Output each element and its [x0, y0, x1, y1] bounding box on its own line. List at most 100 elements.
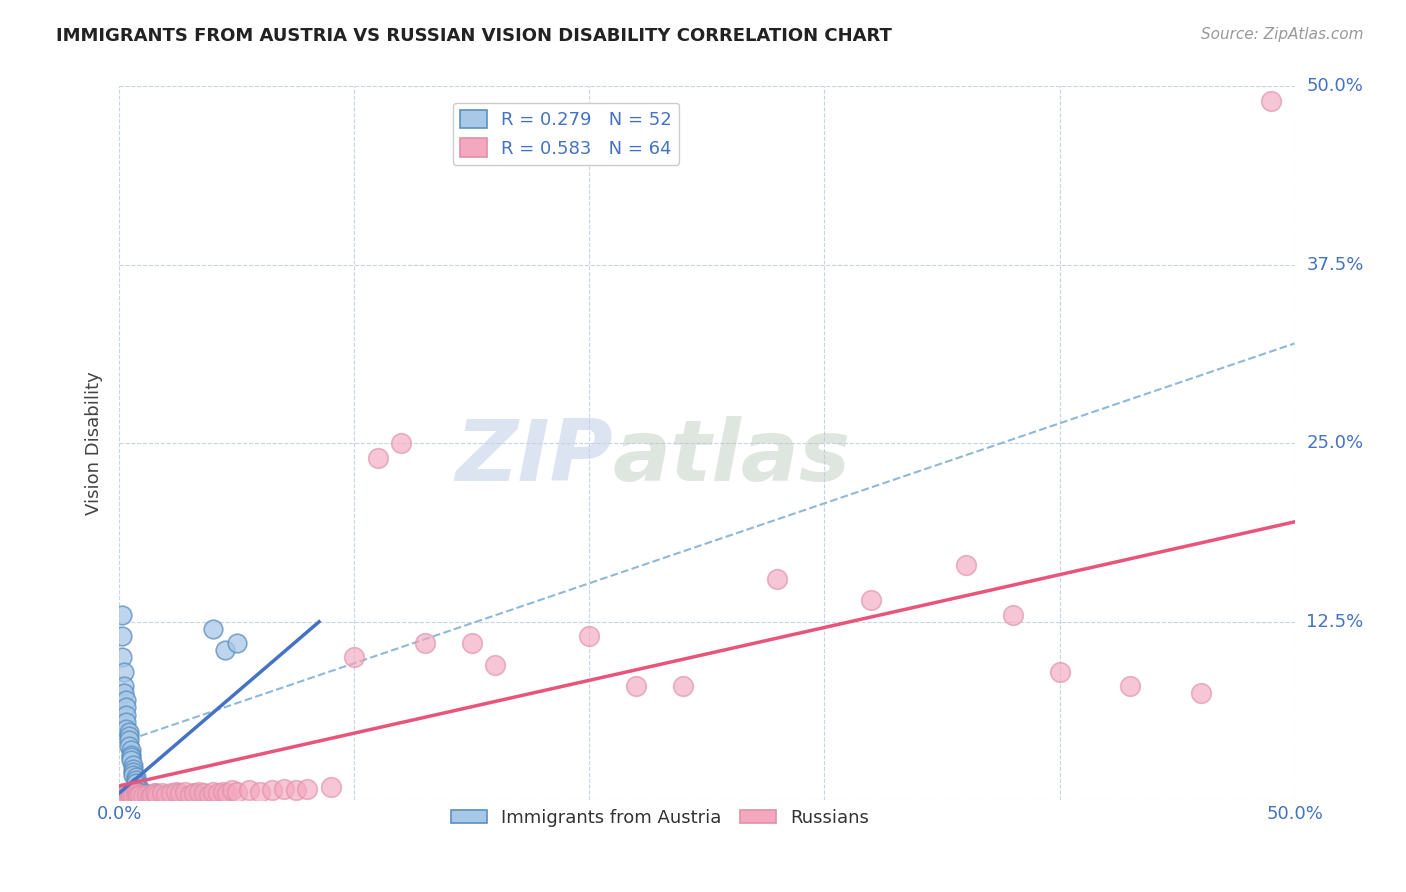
Point	[860, 593, 883, 607]
Point	[160, 789, 183, 803]
Point	[179, 788, 201, 802]
Point	[183, 786, 205, 800]
Point	[132, 789, 155, 803]
Point	[134, 786, 156, 800]
Point	[202, 622, 225, 636]
Point	[111, 607, 134, 622]
Point	[174, 785, 197, 799]
Point	[626, 679, 648, 693]
Point	[165, 785, 187, 799]
Point	[136, 788, 159, 802]
Point	[125, 773, 148, 788]
Text: ZIP: ZIP	[456, 416, 613, 500]
Point	[120, 750, 142, 764]
Point	[1260, 94, 1282, 108]
Point	[112, 686, 135, 700]
Point	[136, 788, 159, 802]
Point	[1001, 607, 1024, 622]
Point	[139, 789, 162, 803]
Point	[120, 788, 142, 802]
Point	[120, 789, 142, 803]
Point	[111, 789, 134, 803]
Point	[139, 789, 162, 803]
Text: atlas: atlas	[613, 416, 851, 500]
Point	[319, 780, 342, 795]
Point	[143, 786, 166, 800]
Point	[262, 783, 284, 797]
Point	[238, 783, 260, 797]
Point	[367, 450, 389, 465]
Text: Source: ZipAtlas.com: Source: ZipAtlas.com	[1201, 27, 1364, 42]
Point	[155, 788, 177, 802]
Point	[120, 743, 142, 757]
Point	[297, 781, 319, 796]
Text: 12.5%: 12.5%	[1306, 613, 1364, 631]
Point	[115, 789, 138, 803]
Point	[150, 786, 173, 800]
Text: 25.0%: 25.0%	[1306, 434, 1364, 452]
Point	[115, 714, 138, 729]
Point	[484, 657, 506, 672]
Point	[183, 786, 205, 800]
Point	[207, 786, 229, 800]
Point	[221, 783, 243, 797]
Point	[118, 786, 141, 800]
Point	[188, 785, 211, 799]
Point	[217, 786, 239, 800]
Point	[132, 789, 155, 803]
Point	[125, 770, 148, 784]
Point	[214, 643, 236, 657]
Point	[111, 650, 134, 665]
Point	[127, 779, 149, 793]
Point	[118, 739, 141, 753]
Point	[211, 785, 233, 799]
Point	[179, 788, 201, 802]
Point	[115, 693, 138, 707]
Point	[1189, 686, 1212, 700]
Point	[122, 789, 145, 803]
Point	[141, 788, 163, 802]
Y-axis label: Vision Disability: Vision Disability	[86, 371, 103, 516]
Point	[150, 789, 173, 803]
Point	[112, 789, 135, 803]
Point	[165, 786, 187, 800]
Point	[127, 785, 149, 799]
Point	[193, 786, 215, 800]
Point	[766, 572, 789, 586]
Point	[111, 788, 134, 802]
Text: 37.5%: 37.5%	[1306, 256, 1364, 274]
Point	[672, 679, 695, 693]
Point	[125, 786, 148, 800]
Point	[578, 629, 600, 643]
Point	[125, 789, 148, 803]
Point	[955, 558, 977, 572]
Point	[122, 762, 145, 776]
Point	[249, 785, 271, 799]
Point	[284, 783, 307, 797]
Point	[1049, 665, 1071, 679]
Point	[129, 788, 152, 802]
Point	[225, 785, 247, 799]
Point	[129, 788, 152, 802]
Point	[169, 788, 191, 802]
Point	[122, 788, 145, 802]
Point	[273, 781, 295, 796]
Point	[202, 785, 225, 799]
Point	[174, 789, 197, 803]
Point	[160, 786, 183, 800]
Point	[112, 665, 135, 679]
Point	[143, 786, 166, 800]
Point	[127, 788, 149, 802]
Point	[146, 788, 169, 802]
Legend: Immigrants from Austria, Russians: Immigrants from Austria, Russians	[443, 802, 876, 834]
Point	[1119, 679, 1142, 693]
Point	[112, 679, 135, 693]
Point	[115, 700, 138, 714]
Point	[141, 788, 163, 802]
Point	[129, 789, 152, 803]
Point	[127, 789, 149, 803]
Point	[118, 733, 141, 747]
Text: 50.0%: 50.0%	[1306, 78, 1364, 95]
Point	[389, 436, 412, 450]
Point	[169, 786, 191, 800]
